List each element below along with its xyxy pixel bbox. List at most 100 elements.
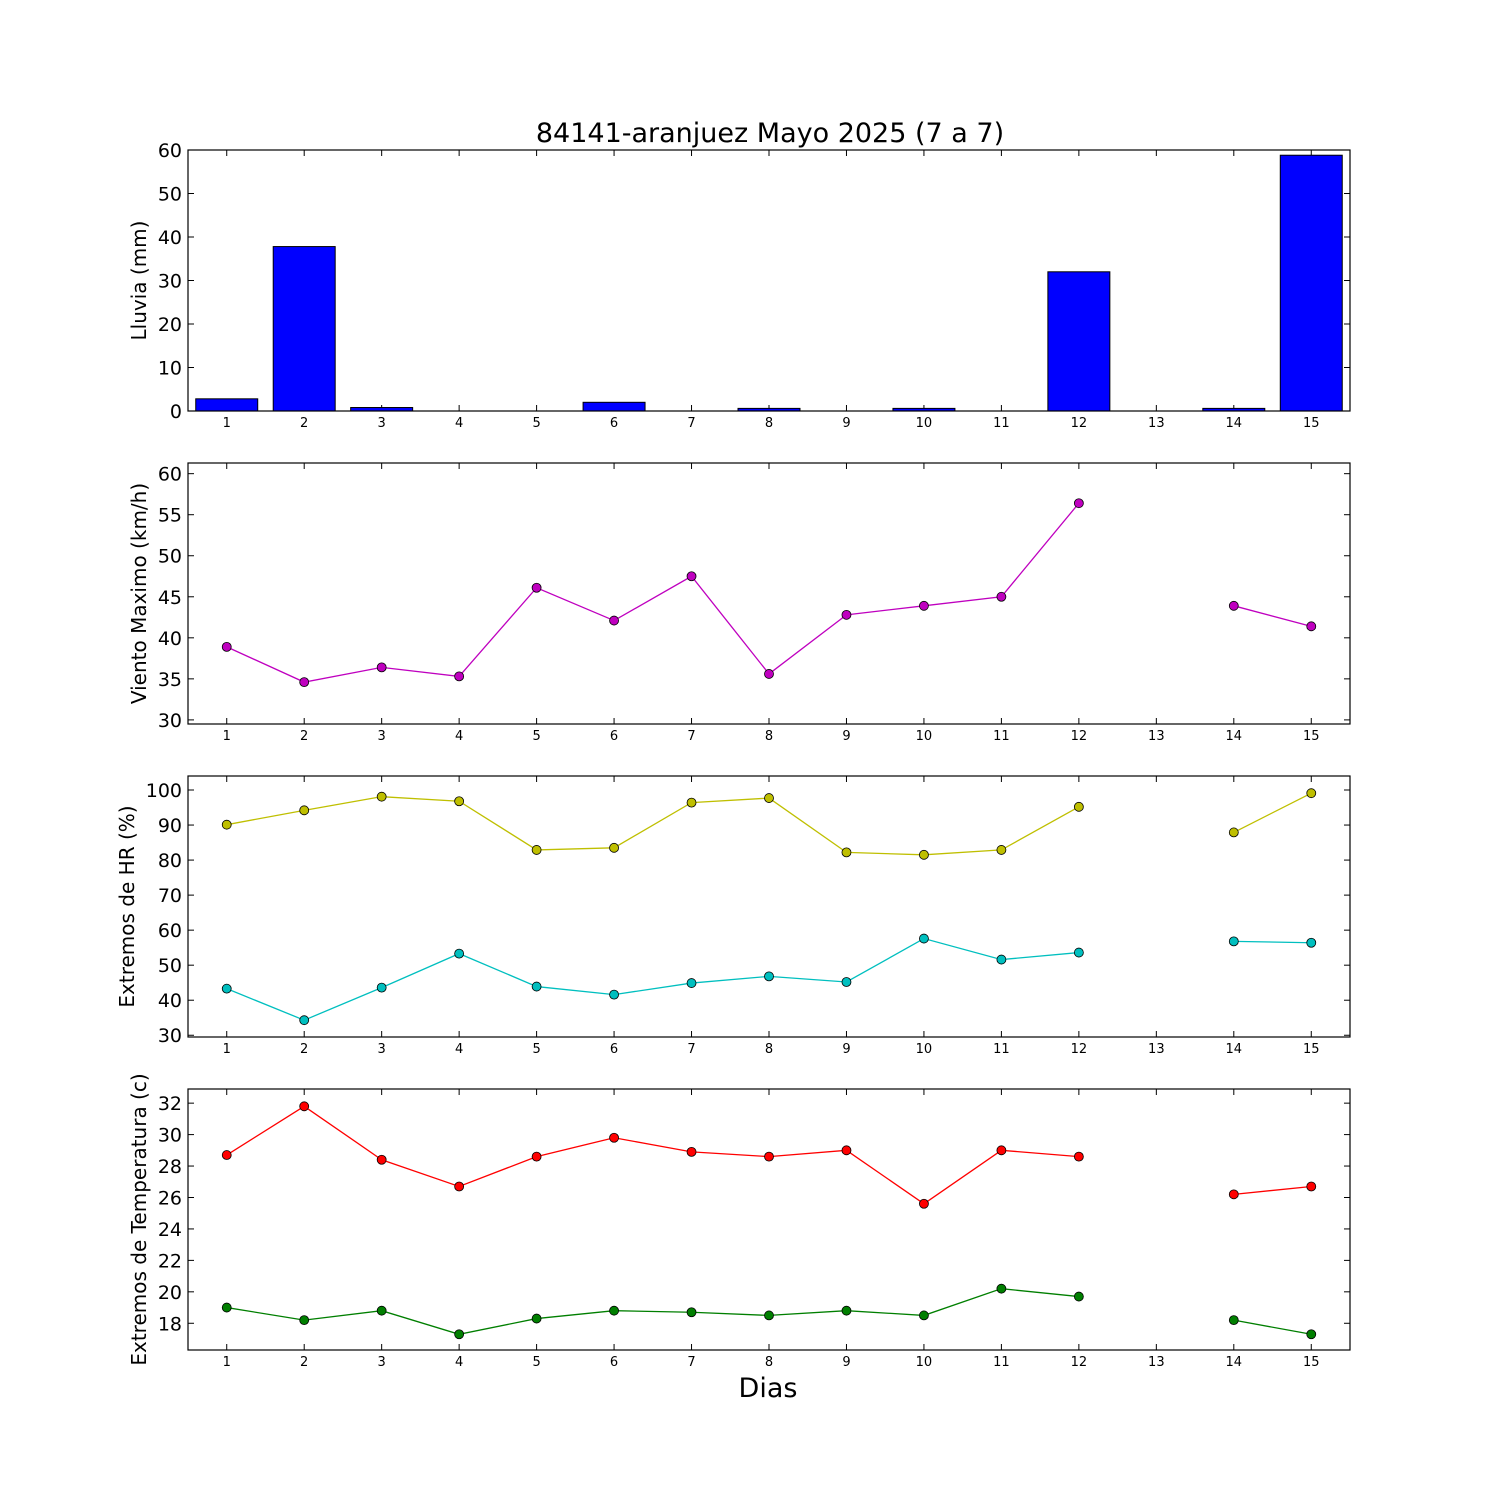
data-point [299,805,310,816]
data-point [221,1150,232,1160]
x-tick-label: 10 [916,1355,933,1370]
data-point [609,1132,619,1143]
data-point [1306,621,1317,632]
y-tick-label: 32 [158,1093,182,1115]
x-tick-label: 4 [455,416,463,431]
y-tick-label: 50 [158,184,182,206]
y-tick-label: 35 [158,669,182,691]
data-point [1228,936,1239,947]
data-point [686,571,697,582]
series-line [226,796,1080,856]
data-point [299,1315,310,1326]
x-tick-label: 5 [532,729,540,744]
data-point [609,615,619,626]
y-tick-label: 30 [158,1125,182,1147]
x-tick-label: 6 [610,416,618,431]
data-point [919,933,929,944]
x-tick-label: 4 [455,729,463,744]
data-point [454,796,465,807]
data-point [841,847,852,858]
y-tick-label: 60 [158,920,182,942]
data-point [531,582,542,593]
series-line [226,937,1079,1021]
x-tick-label: 14 [1226,1355,1243,1370]
data-point [1073,1151,1084,1162]
data-point [1306,1329,1317,1340]
data-point [1306,937,1317,948]
bar [195,398,259,412]
data-point [454,671,465,682]
x-tick-label: 9 [842,729,850,744]
x-tick-label: 3 [378,729,386,744]
data-point [919,1310,929,1321]
x-tick-label: 1 [223,1042,231,1057]
axes-frame [187,149,1351,412]
y-axis-label: Extremos de HR (%) [115,805,139,1007]
x-tick-label: 6 [610,729,618,744]
y-tick-label: 55 [158,505,182,527]
x-tick-label: 1 [223,729,231,744]
data-point [996,954,1007,965]
x-tick-label: 13 [1148,729,1165,744]
data-point [221,641,232,652]
x-tick-label: 10 [916,729,933,744]
data-point [841,1145,852,1156]
data-point [686,797,697,808]
y-tick-label: 18 [158,1313,182,1335]
data-point [764,793,774,803]
y-axis-label: Viento Maximo (km/h) [127,483,151,704]
x-tick-label: 10 [916,1042,933,1057]
y-tick-label: 40 [158,990,182,1012]
axes-frame [187,775,1351,1038]
series-line [1233,1185,1312,1195]
y-tick-label: 100 [146,780,182,802]
y-tick-label: 28 [158,1156,182,1178]
bar [1047,271,1111,412]
x-tick-label: 15 [1303,1355,1320,1370]
x-tick-label: 12 [1071,416,1088,431]
data-point [919,849,929,860]
data-point [376,1154,387,1165]
data-point [376,791,387,802]
x-tick-label: 15 [1303,1042,1320,1057]
x-tick-label: 8 [765,729,773,744]
bar [1279,154,1343,412]
axes-frame [187,462,1351,725]
x-tick-label: 12 [1071,1042,1088,1057]
y-tick-label: 45 [158,587,182,609]
data-point [686,1146,697,1157]
data-point [996,591,1007,602]
x-tick-label: 3 [378,1355,386,1370]
data-point [1073,1291,1084,1302]
y-tick-label: 24 [158,1219,182,1241]
data-point [1306,788,1317,799]
x-tick-label: 14 [1226,729,1243,744]
data-point [531,1313,542,1324]
x-tick-label: 5 [532,1355,540,1370]
data-point [531,845,542,855]
x-tick-label: 2 [300,729,308,744]
x-tick-label: 13 [1148,416,1165,431]
x-tick-label: 1 [223,416,231,431]
data-point [686,1307,697,1318]
x-tick-label: 7 [687,1355,695,1370]
data-point [454,1329,465,1340]
data-point [764,669,774,679]
y-tick-label: 80 [158,850,182,872]
x-tick-label: 11 [993,1355,1010,1370]
data-point [841,609,852,620]
series-line [1233,605,1312,627]
data-point [764,971,774,982]
data-point [1073,801,1084,812]
x-tick-label: 11 [993,416,1010,431]
y-tick-label: 60 [158,464,182,486]
y-tick-label: 22 [158,1250,182,1272]
data-point [1228,827,1239,838]
x-tick-label: 10 [916,416,933,431]
data-point [841,1305,852,1316]
x-tick-label: 7 [687,416,695,431]
x-tick-label: 8 [765,1042,773,1057]
y-tick-label: 50 [158,955,182,977]
